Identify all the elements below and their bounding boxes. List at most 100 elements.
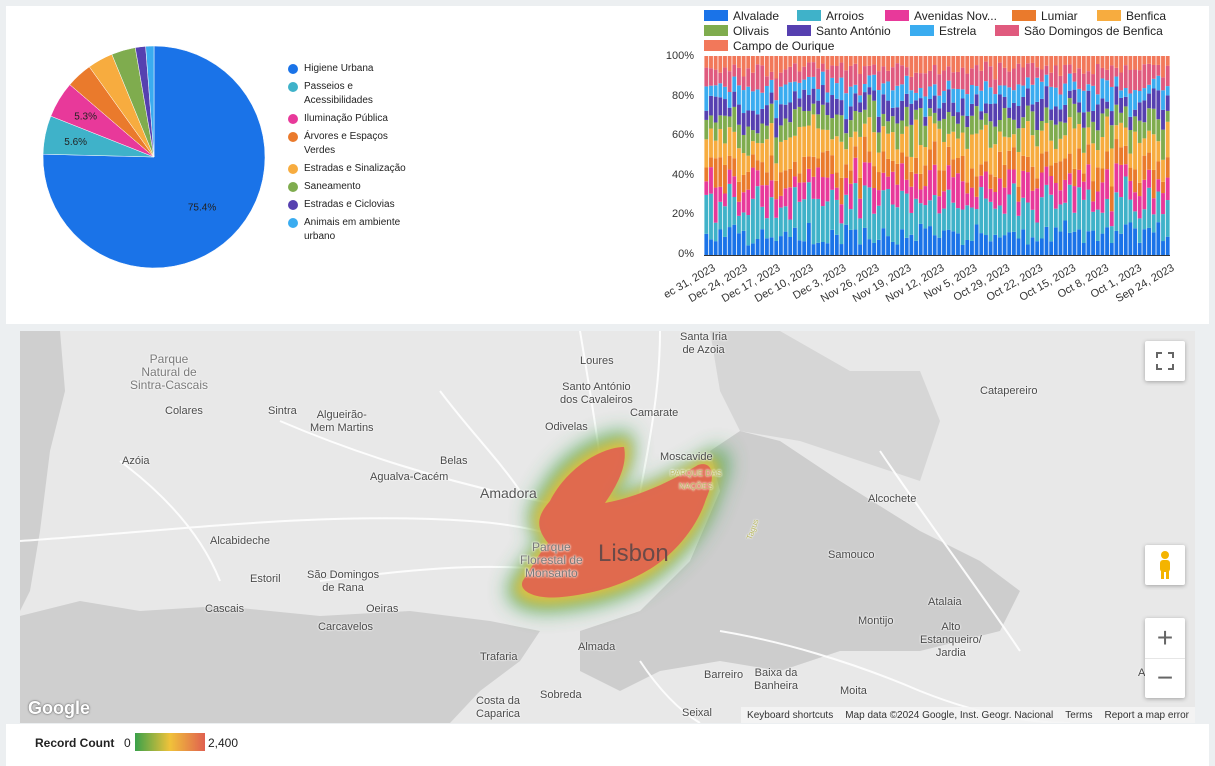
bar-segment[interactable]: [1035, 56, 1040, 68]
bar-segment[interactable]: [1142, 122, 1147, 139]
bar-segment[interactable]: [1142, 64, 1147, 89]
bar-segment[interactable]: [974, 106, 979, 134]
bar-segment[interactable]: [816, 158, 821, 168]
bar-segment[interactable]: [816, 114, 821, 129]
bar-segment[interactable]: [984, 113, 988, 125]
bar-segment[interactable]: [727, 116, 732, 128]
bar-legend-item[interactable]: Olivais: [704, 24, 769, 38]
bar-segment[interactable]: [788, 102, 793, 123]
bar-segment[interactable]: [1133, 192, 1137, 212]
bar-segment[interactable]: [942, 90, 946, 103]
bar-segment[interactable]: [1086, 71, 1091, 85]
bar-segment[interactable]: [858, 56, 863, 74]
bar-segment[interactable]: [862, 109, 867, 124]
bar-segment[interactable]: [1105, 80, 1110, 102]
bar-segment[interactable]: [858, 244, 863, 255]
bar-segment[interactable]: [876, 205, 881, 240]
bar-segment[interactable]: [1151, 214, 1156, 233]
bar-segment[interactable]: [914, 173, 918, 199]
bar-segment[interactable]: [1100, 56, 1105, 68]
bar-segment[interactable]: [881, 228, 886, 255]
bar-segment[interactable]: [713, 140, 718, 159]
bar-segment[interactable]: [709, 167, 713, 194]
bar-segment[interactable]: [886, 100, 890, 122]
bar-segment[interactable]: [811, 103, 816, 115]
bar-segment[interactable]: [839, 177, 844, 205]
bar-segment[interactable]: [792, 187, 797, 228]
bar-segment[interactable]: [904, 179, 909, 194]
bar-segment[interactable]: [1067, 173, 1072, 185]
bar-segment[interactable]: [774, 78, 779, 101]
bar-segment[interactable]: [923, 228, 928, 255]
bar-segment[interactable]: [984, 171, 988, 199]
bar-segment[interactable]: [769, 197, 774, 238]
bar-segment[interactable]: [1007, 194, 1012, 233]
bar-segment[interactable]: [1091, 74, 1096, 86]
bar-segment[interactable]: [867, 117, 872, 152]
bar-segment[interactable]: [862, 66, 867, 84]
bar-segment[interactable]: [886, 236, 890, 255]
bar-segment[interactable]: [839, 100, 844, 116]
zoom-out-button[interactable]: −: [1145, 659, 1185, 699]
bar-segment[interactable]: [816, 198, 821, 243]
bar-segment[interactable]: [1109, 125, 1114, 149]
bar-segment[interactable]: [760, 56, 765, 66]
bar-segment[interactable]: [1007, 117, 1012, 138]
bar-segment[interactable]: [988, 174, 993, 189]
bar-segment[interactable]: [732, 131, 737, 159]
bar-segment[interactable]: [974, 94, 979, 107]
bar-segment[interactable]: [802, 66, 807, 80]
bar-segment[interactable]: [1151, 134, 1156, 170]
bar-segment[interactable]: [1095, 191, 1100, 210]
bar-segment[interactable]: [1091, 110, 1096, 122]
bar-segment[interactable]: [918, 107, 923, 146]
bar-segment[interactable]: [1081, 56, 1086, 74]
bar-segment[interactable]: [909, 90, 914, 104]
bar-segment[interactable]: [895, 149, 900, 164]
bar-segment[interactable]: [797, 126, 802, 174]
bar-segment[interactable]: [904, 93, 909, 107]
bar-segment[interactable]: [802, 182, 807, 200]
fullscreen-button[interactable]: [1145, 341, 1185, 381]
bar-segment[interactable]: [797, 106, 802, 127]
bar-segment[interactable]: [713, 96, 718, 123]
bar-segment[interactable]: [1072, 186, 1077, 213]
bar-legend-item[interactable]: São Domingos de Benfica: [995, 24, 1163, 38]
bar-segment[interactable]: [1091, 201, 1096, 212]
bar-segment[interactable]: [867, 56, 872, 66]
bar-segment[interactable]: [993, 103, 998, 127]
bar-segment[interactable]: [1039, 120, 1044, 131]
bar-segment[interactable]: [769, 71, 774, 80]
bar-segment[interactable]: [1123, 176, 1128, 225]
bar-segment[interactable]: [872, 166, 877, 188]
pie-legend-item[interactable]: Estradas e Sinalização: [288, 162, 418, 176]
bar-segment[interactable]: [988, 201, 993, 242]
bar-segment[interactable]: [788, 187, 793, 220]
bar-segment[interactable]: [1081, 181, 1086, 200]
bar-segment[interactable]: [1086, 84, 1091, 91]
bar-segment[interactable]: [755, 133, 760, 143]
bar-segment[interactable]: [1151, 198, 1156, 215]
terms-link[interactable]: Terms: [1065, 709, 1093, 721]
pie-legend-item[interactable]: Árvores e Espaços Verdes: [288, 130, 418, 158]
bar-segment[interactable]: [970, 103, 974, 116]
bar-segment[interactable]: [820, 177, 825, 207]
bar-segment[interactable]: [890, 204, 895, 242]
bar-segment[interactable]: [900, 120, 904, 134]
bar-segment[interactable]: [974, 224, 979, 255]
bar-segment[interactable]: [820, 85, 825, 105]
bar-segment[interactable]: [825, 92, 830, 103]
bar-segment[interactable]: [774, 180, 779, 200]
bar-segment[interactable]: [797, 182, 802, 202]
bar-segment[interactable]: [713, 222, 718, 242]
bar-segment[interactable]: [997, 131, 1002, 152]
bar-segment[interactable]: [984, 198, 988, 236]
bar-segment[interactable]: [830, 118, 835, 140]
bar-segment[interactable]: [723, 86, 727, 100]
bar-segment[interactable]: [764, 76, 769, 86]
bar-segment[interactable]: [844, 56, 849, 71]
bar-segment[interactable]: [709, 56, 713, 69]
bar-segment[interactable]: [1058, 231, 1063, 255]
bar-segment[interactable]: [1142, 56, 1147, 65]
bar-segment[interactable]: [755, 64, 760, 90]
